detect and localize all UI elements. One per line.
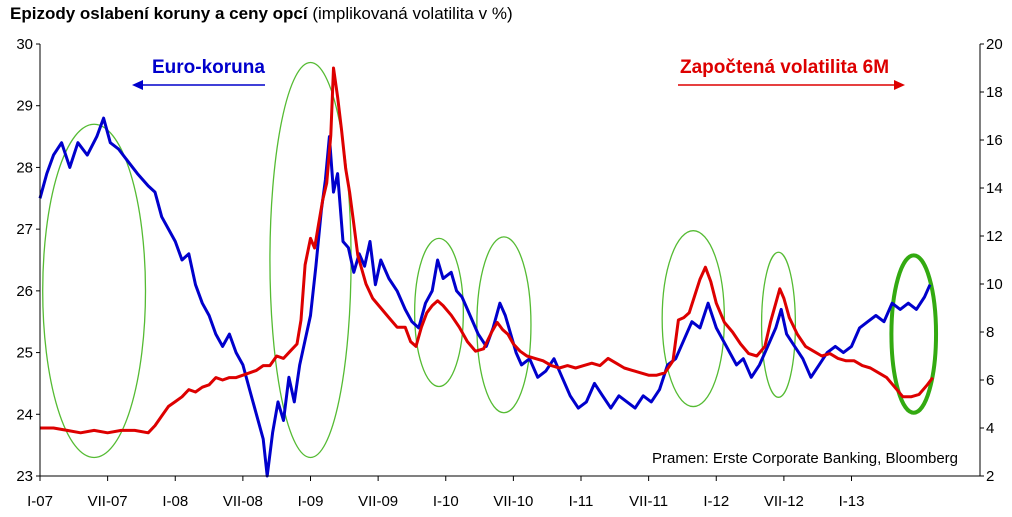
y-right-tick-label: 4 [986,420,994,437]
x-tick-label: I-11 [569,493,594,510]
y-right-tick-label: 8 [986,324,994,341]
highlight-ellipse [476,236,532,414]
volatility-label: Započtená volatilita 6M [680,57,889,78]
eur-czk-line [38,116,932,478]
series-labels: Euro-koruna Započtená volatilita 6M [132,57,905,90]
highlight-ellipse [661,230,726,408]
y-right-tick-label: 6 [986,372,994,389]
highlight-ellipse [269,61,352,459]
highlight-ellipse [42,123,147,459]
x-tick-label: VII-11 [629,493,668,510]
implied-volatility-line [40,66,934,435]
y-left-tick-label: 25 [16,345,33,362]
x-tick-label: VII-07 [88,493,128,510]
y-left-tick-label: 27 [16,221,33,238]
y-left-tick-label: 24 [16,406,33,423]
highlight-ellipse [760,251,797,398]
x-tick-label: I-09 [298,493,324,510]
y-right-tick-label: 16 [986,132,1003,149]
x-tick-label: VII-08 [223,493,263,510]
source-note: Pramen: Erste Corporate Banking, Bloombe… [652,450,958,467]
highlight-ellipse [413,237,464,388]
x-tick-label: I-10 [433,493,459,510]
y-right-tick-label: 14 [986,180,1003,197]
x-tick-label: I-07 [27,493,53,510]
y-left-tick-label: 23 [16,468,33,485]
y-right-tick-label: 20 [986,36,1003,53]
x-tick-label: I-13 [839,493,865,510]
eur-czk-arrow-head [132,80,143,90]
chart-title-normal: (implikovaná volatilita v %) [312,4,513,23]
x-tick-label: I-08 [162,493,188,510]
y-right-tick-label: 2 [986,468,994,485]
x-tick-label: I-12 [703,493,729,510]
y-left-tick-label: 30 [16,36,33,53]
y-left-tick-label: 26 [16,283,33,300]
y-right-tick-label: 12 [986,228,1003,245]
series-lines [38,66,934,478]
x-tick-label: VII-12 [764,493,804,510]
volatility-arrow-head [894,80,905,90]
highlight-ellipses [42,61,939,459]
x-tick-label: VII-10 [493,493,533,510]
y-right-tick-label: 18 [986,84,1003,101]
x-tick-label: VII-09 [358,493,398,510]
highlight-ellipse [889,253,939,415]
eur-czk-label: Euro-koruna [152,57,265,78]
chart-title: Epizody oslabení koruny a ceny opcí (imp… [10,4,513,24]
y-left-tick-label: 28 [16,159,33,176]
chart-title-bold: Epizody oslabení koruny a ceny opcí [10,4,308,23]
y-left-tick-label: 29 [16,98,33,115]
y-right-tick-label: 10 [986,276,1003,293]
